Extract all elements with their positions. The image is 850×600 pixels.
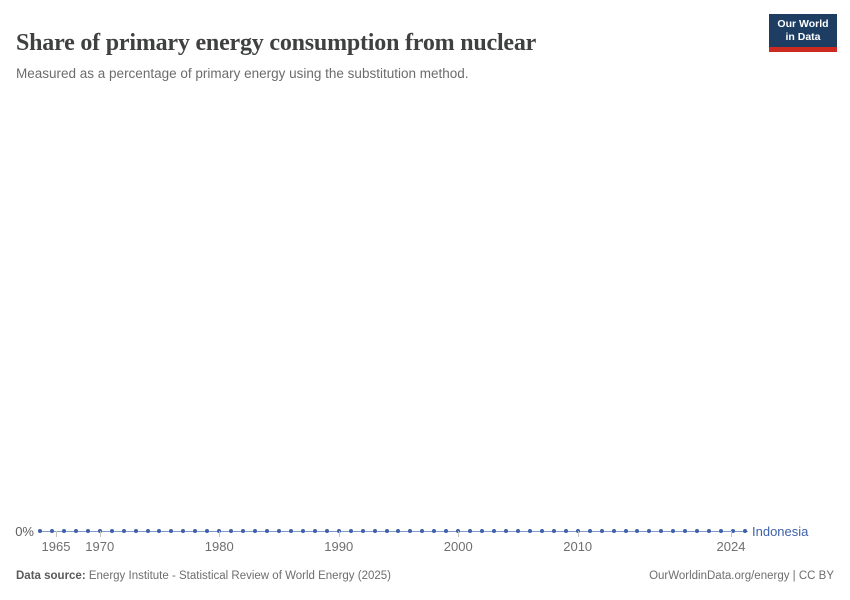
data-point[interactable] [360, 529, 365, 533]
data-point[interactable] [527, 529, 532, 533]
data-point[interactable] [432, 529, 437, 533]
data-point[interactable] [348, 529, 353, 533]
data-point[interactable] [408, 529, 413, 533]
data-point[interactable] [731, 529, 736, 533]
x-axis-tick-label: 1990 [324, 539, 354, 554]
data-point[interactable] [288, 529, 293, 533]
data-point[interactable] [420, 529, 425, 533]
data-point[interactable] [551, 529, 556, 533]
data-point[interactable] [133, 529, 138, 533]
owid-logo-box: Our World in Data [769, 14, 837, 47]
data-point[interactable] [539, 529, 544, 533]
data-point[interactable] [372, 529, 377, 533]
data-point[interactable] [253, 529, 258, 533]
data-point[interactable] [145, 529, 150, 533]
x-axis-tick-label: 1965 [41, 539, 71, 554]
data-point[interactable] [647, 529, 652, 533]
data-point[interactable] [611, 529, 616, 533]
data-point[interactable] [743, 529, 747, 533]
x-axis-tick [731, 531, 732, 537]
owid-logo-stripe [769, 47, 837, 52]
data-source-text[interactable]: Energy Institute - Statistical Review of… [85, 570, 391, 582]
x-axis-tick [577, 531, 579, 537]
data-point[interactable] [623, 529, 628, 533]
data-point[interactable] [659, 529, 664, 533]
data-point[interactable] [504, 529, 509, 533]
x-axis-tick-label: 2024 [716, 539, 746, 554]
x-axis-tick [219, 531, 221, 537]
data-point[interactable] [468, 529, 473, 533]
x-axis-tick-label: 1970 [85, 539, 115, 554]
x-axis-tick [458, 531, 460, 537]
x-axis-tick-label: 1980 [204, 539, 234, 554]
data-point[interactable] [49, 529, 54, 533]
x-axis-tick [56, 531, 57, 537]
data-point[interactable] [384, 529, 389, 533]
data-point[interactable] [229, 529, 234, 533]
data-point[interactable] [205, 529, 210, 533]
data-point[interactable] [563, 529, 568, 533]
chart-title: Share of primary energy consumption from… [16, 30, 537, 57]
owid-logo-text-line2: in Data [785, 30, 821, 43]
data-point[interactable] [492, 529, 497, 533]
data-source-note: Data source: Energy Institute - Statisti… [16, 569, 391, 583]
x-axis-tick [99, 531, 101, 537]
data-point[interactable] [169, 529, 174, 533]
data-point[interactable] [181, 529, 186, 533]
y-axis-label: 0% [15, 524, 34, 539]
data-point[interactable] [671, 529, 676, 533]
data-point[interactable] [695, 529, 700, 533]
data-point[interactable] [599, 529, 604, 533]
data-point[interactable] [276, 529, 281, 533]
data-point[interactable] [121, 529, 126, 533]
data-point[interactable] [73, 529, 78, 533]
x-axis-tick [338, 531, 340, 537]
data-point[interactable] [587, 529, 592, 533]
owid-logo-text-line1: Our World [777, 18, 829, 30]
data-point[interactable] [193, 529, 198, 533]
x-axis-tick-label: 2000 [443, 539, 473, 554]
data-point[interactable] [719, 529, 724, 533]
data-source-prefix: Data source: [16, 570, 86, 582]
data-point[interactable] [300, 529, 305, 533]
x-axis-tick-label: 2010 [563, 539, 593, 554]
data-point[interactable] [635, 529, 640, 533]
data-point[interactable] [38, 529, 42, 533]
data-point[interactable] [515, 529, 520, 533]
data-point[interactable] [480, 529, 485, 533]
data-point[interactable] [85, 529, 90, 533]
owid-logo[interactable]: Our World in Data [769, 14, 837, 52]
data-point[interactable] [312, 529, 317, 533]
data-point[interactable] [241, 529, 246, 533]
data-point[interactable] [707, 529, 712, 533]
data-point[interactable] [683, 529, 688, 533]
owid-footer-link[interactable]: OurWorldinData.org/energy | CC BY [649, 570, 834, 582]
series-line[interactable] [38, 530, 748, 533]
data-point[interactable] [109, 529, 114, 533]
chart-footer: Data source: Energy Institute - Statisti… [16, 569, 834, 583]
data-point[interactable] [396, 529, 401, 533]
chart-subtitle: Measured as a percentage of primary ener… [16, 65, 469, 81]
entity-label[interactable]: Indonesia [752, 524, 809, 539]
data-point[interactable] [444, 529, 449, 533]
data-point[interactable] [265, 529, 270, 533]
data-point[interactable] [157, 529, 162, 533]
data-point[interactable] [324, 529, 329, 533]
data-point[interactable] [61, 529, 66, 533]
